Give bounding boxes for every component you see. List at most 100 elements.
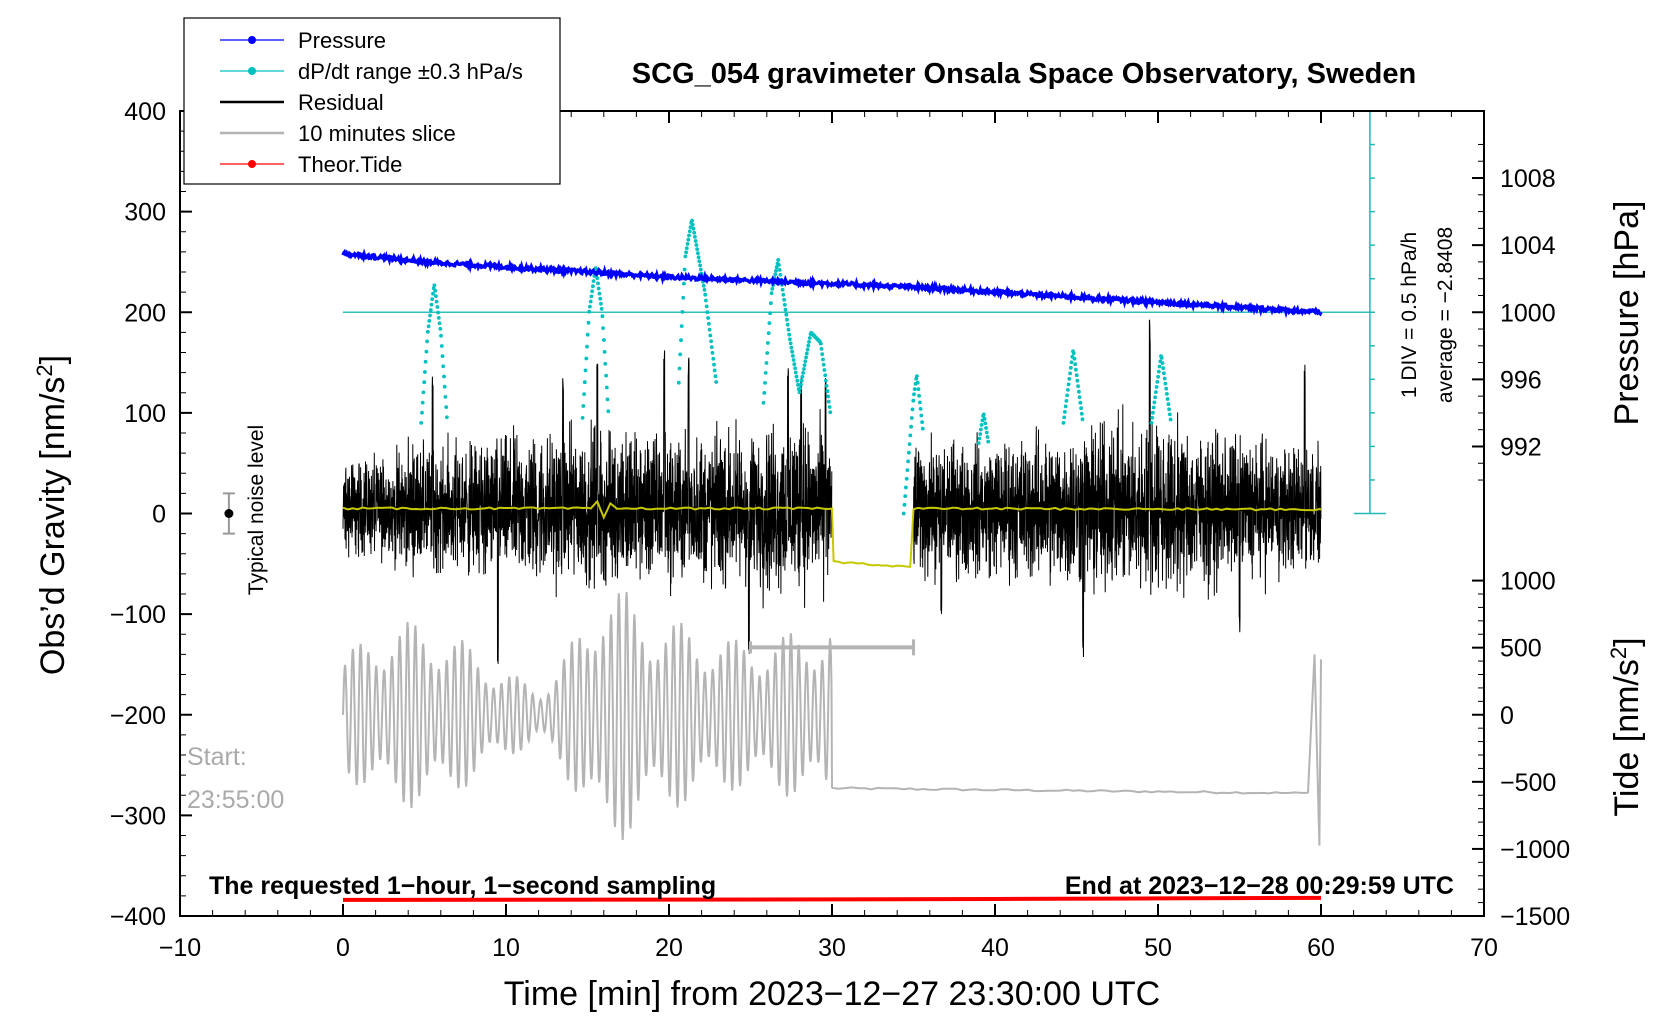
dpdt-point xyxy=(827,405,832,409)
dpdt-point xyxy=(916,387,921,392)
dpdt-point xyxy=(439,333,443,338)
dpdt-point xyxy=(692,230,697,235)
dpdt-point xyxy=(603,361,608,366)
x-tick-label: 40 xyxy=(981,934,1009,962)
residual-series xyxy=(342,319,1322,664)
dpdt-point xyxy=(768,311,772,316)
x-tick-label: 20 xyxy=(655,934,683,962)
dpdt-point xyxy=(797,390,802,395)
legend-label: 10 minutes slice xyxy=(298,121,456,146)
legend-label: Theor.Tide xyxy=(298,152,402,177)
dpdt-point xyxy=(981,412,986,417)
dpdt-point xyxy=(443,395,448,399)
dpdt-point xyxy=(807,336,812,340)
dpdt-point xyxy=(806,343,811,348)
dpdt-point xyxy=(1079,411,1084,416)
residual-smoothed-series xyxy=(342,499,1322,568)
dpdt-point xyxy=(822,368,827,372)
dpdt-point xyxy=(585,332,590,337)
dpdt-point xyxy=(915,380,920,385)
dpdt-point xyxy=(426,324,431,329)
dpdt-point xyxy=(685,242,690,246)
dpdt-point xyxy=(1166,402,1171,406)
x-axis-title: Time [min] from 2023−12−27 23:30:00 UTC xyxy=(504,975,1160,1013)
dpdt-point xyxy=(604,373,608,378)
dpdt-point xyxy=(785,322,790,327)
dpdt-point xyxy=(1156,369,1161,374)
dpdt-point xyxy=(430,297,435,302)
dpdt-point xyxy=(697,259,702,264)
dpdt-point xyxy=(801,371,805,375)
dpdt-point xyxy=(1063,410,1067,414)
dpdt-point xyxy=(695,247,699,252)
dpdt-point xyxy=(1153,395,1157,400)
dpdt-point xyxy=(581,404,586,408)
dpdt-point xyxy=(821,362,826,367)
dpdt-point xyxy=(423,370,427,374)
dpdt-point xyxy=(683,254,688,259)
dpdt-point xyxy=(1061,421,1066,425)
dpdt-point xyxy=(427,319,432,323)
dpdt-point xyxy=(909,416,914,420)
dpdt-point xyxy=(420,410,424,415)
dpdt-point xyxy=(428,313,432,318)
dpdt-point xyxy=(1163,381,1168,386)
dpdt-point xyxy=(765,351,770,355)
dpdt-point xyxy=(1074,367,1078,372)
dpdt-point xyxy=(1157,364,1162,369)
dpdt-point xyxy=(420,400,425,405)
y-axis-title-tide: Tide [nm/s2] xyxy=(1606,637,1647,816)
dpdt-point xyxy=(589,294,594,299)
dpdt-point xyxy=(602,338,606,342)
pressure-tick-label: 1000 xyxy=(1500,299,1556,327)
dpdt-point xyxy=(769,291,774,296)
dpdt-point xyxy=(979,427,983,432)
dpdt-point xyxy=(596,281,600,286)
dpdt-point xyxy=(791,358,796,362)
dpdt-point xyxy=(920,420,924,424)
dpdt-point xyxy=(690,218,694,223)
dpdt-point xyxy=(596,286,601,291)
dpdt-point xyxy=(693,235,697,239)
dpdt-point xyxy=(826,394,830,399)
dpdt-point xyxy=(1071,351,1076,356)
dpdt-point xyxy=(712,362,716,367)
dpdt-point xyxy=(1068,371,1072,376)
dpdt-point xyxy=(905,468,910,472)
dpdt-point xyxy=(766,331,771,335)
dpdt-point xyxy=(1161,366,1166,371)
dpdt-point xyxy=(1075,378,1080,383)
dpdt-point xyxy=(436,316,441,320)
dpdt-point xyxy=(425,329,430,334)
dpdt-point xyxy=(598,296,603,301)
dpdt-point xyxy=(434,294,438,298)
dpdt-point xyxy=(707,321,711,326)
dpdt-point xyxy=(983,421,988,426)
dpdt-point xyxy=(442,374,446,379)
dpdt-point xyxy=(690,222,695,227)
y-left-tick-label: −400 xyxy=(110,903,166,931)
dpdt-point xyxy=(434,299,439,304)
dpdt-point xyxy=(436,310,440,315)
y-axis-title-left: Obs’d Gravity [nm/s2] xyxy=(32,355,73,675)
dpdt-point xyxy=(445,415,449,420)
x-tick-label: −10 xyxy=(159,934,201,962)
legend-label: Residual xyxy=(298,90,384,115)
dpdt-point xyxy=(679,324,684,328)
dpdt-point xyxy=(590,289,594,294)
dpdt-point xyxy=(599,301,603,306)
dpdt-point xyxy=(425,339,429,344)
dpdt-point xyxy=(709,345,714,349)
dpdt-point xyxy=(706,316,710,320)
x-tick-label: 30 xyxy=(818,934,846,962)
dpdt-point xyxy=(769,301,773,306)
pressure-line xyxy=(341,248,1323,319)
dpdt-point xyxy=(1064,399,1069,403)
dpdt-point xyxy=(583,368,588,373)
dpdt-point xyxy=(901,511,906,516)
dpdt-point xyxy=(419,421,424,425)
dpdt-point xyxy=(701,283,706,288)
dpdt-point xyxy=(591,279,596,283)
x-tick-label: 0 xyxy=(336,934,350,962)
